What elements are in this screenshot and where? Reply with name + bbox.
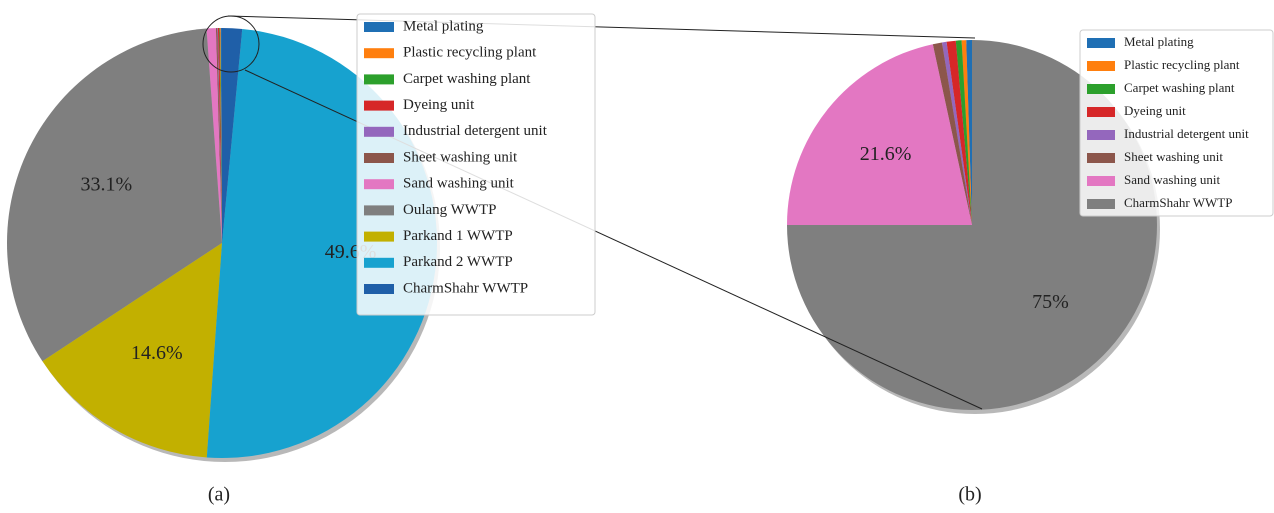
legend-swatch [364, 126, 394, 137]
legend-label: CharmShahr WWTP [403, 280, 528, 296]
legend-label: Sheet washing unit [1124, 149, 1223, 164]
legend-label: CharmShahr WWTP [1124, 195, 1232, 210]
legend-label: Dyeing unit [403, 97, 475, 113]
legend-swatch [364, 22, 394, 32]
legend-swatch [364, 74, 394, 85]
slice-label: 75% [1032, 291, 1069, 313]
legend-swatch [1087, 61, 1115, 71]
legend-label: Sheet washing unit [403, 149, 518, 165]
pie-slice [206, 28, 222, 244]
pie-slice [946, 40, 972, 225]
legend-swatch [1087, 199, 1115, 209]
caption: (a) [208, 484, 230, 506]
legend-label: Sand washing unit [1124, 172, 1220, 187]
legend-label: Sand washing unit [403, 176, 515, 192]
legends: Metal plating Plastic recycling plant Carp… [356, 13, 1274, 316]
legend-label: Metal plating [1124, 34, 1194, 49]
pie-slice [222, 28, 243, 243]
legend-swatch [1087, 130, 1115, 140]
legend-label: Plastic recycling plant [1124, 57, 1240, 72]
legend-label: Metal plating [403, 18, 484, 34]
legend-box [1079, 29, 1274, 217]
legend-label: Carpet washing plant [403, 71, 531, 87]
legend-swatch [1087, 107, 1115, 117]
caption: (b) [958, 484, 981, 506]
legend-swatch [364, 231, 394, 242]
legend-label: Industrial detergent unit [403, 123, 548, 139]
legend-swatch [1087, 38, 1115, 48]
legend-label: Plastic recycling plant [403, 45, 537, 61]
pie-slice [941, 41, 972, 226]
legend-label: Parkand 1 WWTP [403, 228, 513, 244]
legend-label: Carpet washing plant [1124, 80, 1235, 95]
pie-slice [217, 28, 222, 243]
legend-label: Parkand 2 WWTP [403, 254, 513, 270]
pie-slice [42, 243, 223, 458]
legend-swatch [1087, 153, 1115, 163]
legend-swatch [364, 205, 394, 216]
legend-swatch [1087, 84, 1115, 94]
pie-slice [955, 40, 972, 225]
pie-slice [215, 28, 222, 244]
legend-swatch [364, 100, 394, 111]
pie-slice [932, 42, 972, 225]
pie-slice [219, 28, 222, 244]
legend-swatch [364, 257, 394, 268]
legend-swatch [364, 48, 394, 59]
legend-label: Industrial detergent unit [1124, 126, 1249, 141]
legend-swatch [364, 179, 394, 190]
pies: 33.1%14.6%49.6%21.6%75% [6, 28, 1157, 458]
slice-label: 21.6% [860, 143, 912, 165]
pie-slice [787, 40, 1157, 410]
legend-swatch [364, 284, 394, 294]
pie-slice [220, 28, 222, 243]
pie-slice [219, 28, 222, 244]
zoom-line [227, 15, 976, 39]
pie-slice [966, 40, 972, 225]
pie-slice [961, 40, 972, 226]
legend-label: Oulang WWTP [403, 202, 496, 218]
legend-label: Dyeing unit [1124, 103, 1186, 118]
legend-swatch [364, 153, 394, 163]
pie-slice [787, 44, 972, 225]
pie-slice [6, 28, 223, 362]
legend-swatch [1087, 176, 1115, 186]
legend-box [356, 13, 596, 316]
slice-label: 14.6% [131, 342, 183, 364]
pie-slice [217, 28, 222, 243]
slice-label: 33.1% [80, 174, 132, 196]
